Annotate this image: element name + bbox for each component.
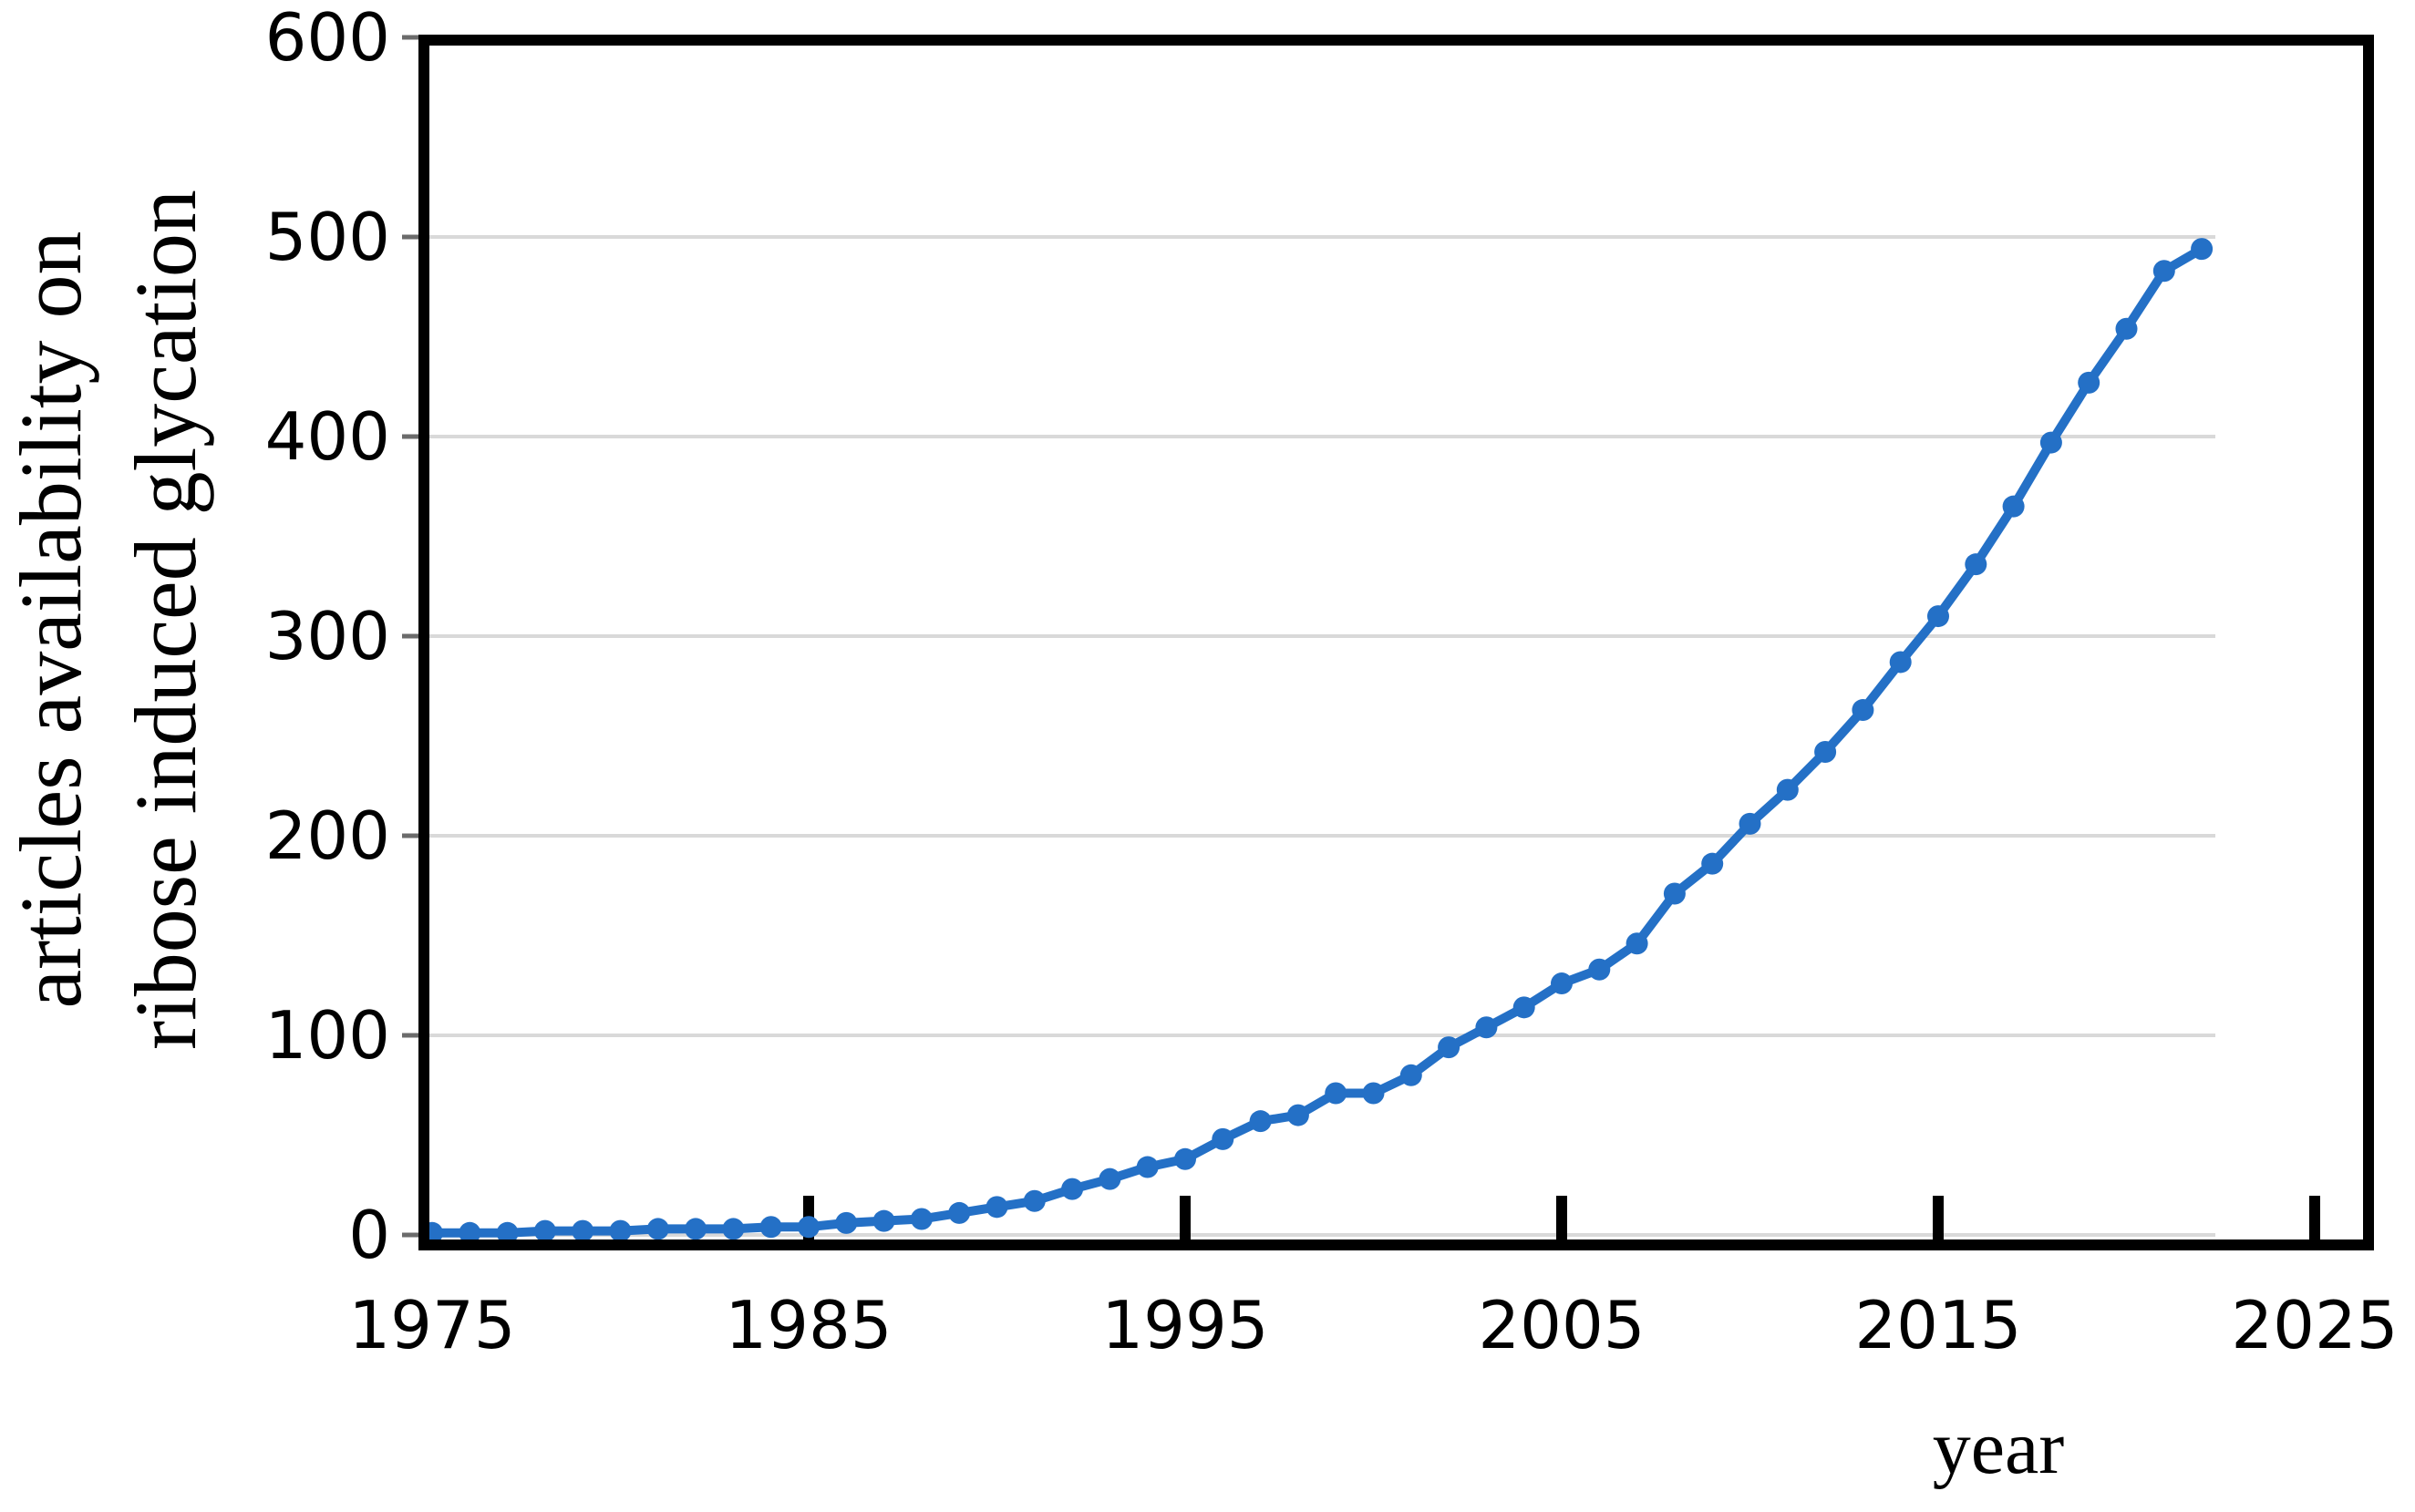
data-point-1992	[1061, 1178, 1084, 1200]
data-point-1989	[948, 1201, 971, 1224]
data-point-2006	[1588, 958, 1611, 981]
data-point-2003	[1475, 1016, 1498, 1039]
data-point-1999	[1325, 1082, 1347, 1105]
data-point-2004	[1512, 996, 1535, 1019]
y-tick-label-0: 0	[348, 1197, 390, 1273]
data-point-2020	[2115, 317, 2138, 340]
data-point-2022	[2191, 238, 2214, 261]
x-axis-title: year	[1933, 1405, 2065, 1490]
data-point-1985	[798, 1216, 820, 1239]
plot-frame	[418, 35, 2374, 1250]
data-point-1981	[646, 1218, 669, 1240]
data-point-2013	[1852, 699, 1874, 722]
data-point-2007	[1625, 932, 1648, 955]
y-tick-label-600: 600	[265, 0, 390, 76]
data-point-1998	[1286, 1104, 1309, 1126]
data-point-2010	[1739, 812, 1761, 835]
data-point-2016	[1965, 553, 1987, 576]
data-point-2008	[1663, 882, 1686, 905]
data-point-2009	[1701, 852, 1724, 875]
x-tick-label-1985: 1985	[725, 1287, 892, 1363]
y-tick-label-500: 500	[265, 199, 390, 275]
x-tick-label-1995: 1995	[1101, 1287, 1268, 1363]
data-point-2000	[1362, 1082, 1385, 1105]
data-point-2021	[2152, 260, 2175, 283]
y-axis-title-line-2: ribose induced glycation	[117, 190, 214, 1050]
data-point-1991	[1023, 1189, 1046, 1212]
data-point-2002	[1438, 1036, 1460, 1059]
data-point-2012	[1814, 741, 1837, 764]
data-point-1977	[496, 1221, 519, 1244]
data-point-1983	[722, 1218, 745, 1240]
data-point-1987	[872, 1209, 895, 1232]
data-point-1980	[609, 1219, 632, 1242]
x-tick-label-2015: 2015	[1854, 1287, 2021, 1363]
data-point-1986	[835, 1211, 858, 1234]
data-point-1994	[1136, 1156, 1159, 1178]
x-tick-label-1975: 1975	[348, 1287, 515, 1363]
data-point-2005	[1551, 972, 1573, 995]
data-point-1982	[685, 1218, 707, 1240]
series-line	[428, 244, 2207, 1238]
y-tick-label-400: 400	[265, 398, 390, 475]
data-point-2014	[1889, 651, 1912, 674]
data-point-1984	[759, 1216, 782, 1239]
data-point-2001	[1399, 1064, 1422, 1086]
data-point-1976	[459, 1221, 481, 1244]
y-axis-title-line-1: articles availability on	[2, 231, 99, 1008]
data-point-1978	[533, 1219, 556, 1242]
data-point-2017	[2002, 495, 2025, 518]
y-tick-label-100: 100	[265, 997, 390, 1074]
data-point-2015	[1927, 605, 1949, 628]
data-point-1996	[1212, 1127, 1234, 1150]
data-point-1997	[1249, 1110, 1272, 1133]
y-tick-label-300: 300	[265, 598, 390, 674]
data-point-2019	[2078, 371, 2100, 394]
data-point-2018	[2039, 431, 2062, 454]
data-point-1995	[1174, 1147, 1196, 1170]
data-point-1979	[572, 1219, 594, 1242]
x-tick-label-2025: 2025	[2231, 1287, 2398, 1363]
data-point-2011	[1776, 778, 1799, 801]
data-point-1993	[1099, 1167, 1121, 1190]
data-point-1988	[910, 1208, 933, 1230]
y-tick-label-200: 200	[265, 797, 390, 874]
x-tick-label-2005: 2005	[1478, 1287, 1645, 1363]
data-point-1990	[986, 1196, 1008, 1219]
